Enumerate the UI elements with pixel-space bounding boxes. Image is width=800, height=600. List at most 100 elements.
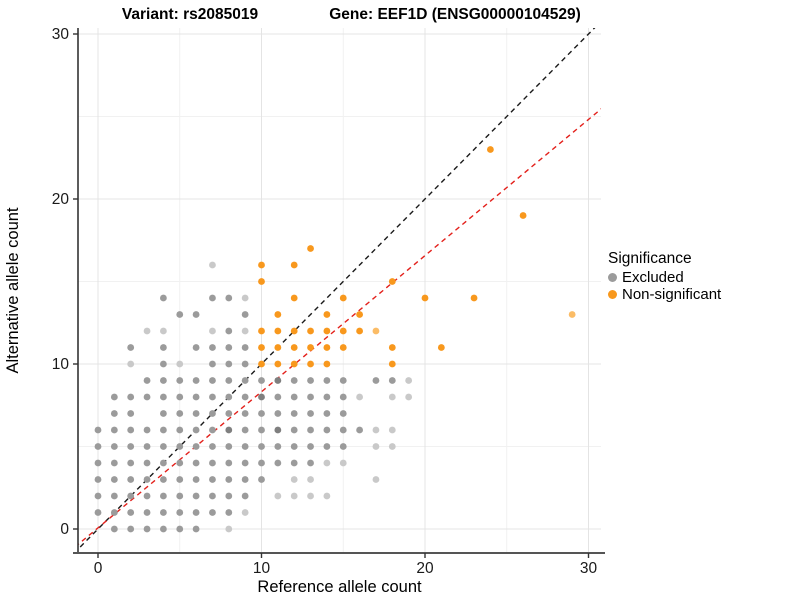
data-point bbox=[225, 360, 233, 368]
data-point bbox=[176, 426, 184, 434]
data-point bbox=[176, 377, 184, 384]
data-point bbox=[258, 278, 265, 285]
data-point bbox=[209, 360, 216, 368]
data-point bbox=[209, 393, 216, 401]
data-point bbox=[339, 393, 347, 401]
data-point bbox=[290, 377, 298, 384]
fit-line bbox=[78, 108, 601, 546]
data-point bbox=[225, 344, 233, 351]
data-point bbox=[176, 492, 184, 500]
data-point bbox=[290, 426, 298, 434]
data-point bbox=[110, 393, 118, 401]
data-point bbox=[437, 344, 445, 351]
data-point bbox=[160, 393, 167, 401]
data-point bbox=[209, 476, 216, 483]
legend-item-non-significant: Non-significant bbox=[608, 286, 721, 303]
data-point bbox=[160, 459, 167, 467]
data-point bbox=[258, 360, 265, 368]
data-point bbox=[307, 360, 314, 368]
data-point bbox=[258, 476, 265, 483]
data-point bbox=[487, 146, 494, 153]
data-point bbox=[323, 393, 331, 401]
data-point bbox=[339, 344, 347, 351]
data-point bbox=[209, 443, 216, 450]
data-point bbox=[388, 426, 396, 434]
variant-title: Variant: rs2085019 bbox=[121, 6, 259, 23]
data-point bbox=[192, 426, 200, 434]
data-point bbox=[209, 509, 216, 516]
non-significant-dot-icon bbox=[608, 290, 617, 299]
data-point bbox=[209, 492, 216, 500]
data-point bbox=[290, 327, 298, 335]
data-point bbox=[110, 492, 118, 500]
excluded-dot-icon bbox=[608, 273, 617, 282]
data-point bbox=[241, 294, 249, 302]
data-point bbox=[143, 525, 151, 533]
identity-line bbox=[78, 28, 596, 551]
data-point bbox=[176, 509, 184, 516]
data-point bbox=[209, 459, 216, 467]
data-point bbox=[339, 443, 347, 450]
data-point bbox=[274, 459, 282, 467]
data-point bbox=[143, 426, 151, 434]
data-point bbox=[192, 525, 200, 533]
data-point bbox=[323, 443, 331, 450]
data-point bbox=[388, 360, 396, 368]
data-point bbox=[241, 311, 249, 318]
data-point bbox=[258, 344, 265, 351]
data-point bbox=[258, 459, 265, 467]
data-point bbox=[143, 476, 151, 483]
data-point bbox=[176, 311, 184, 318]
data-point bbox=[160, 360, 167, 368]
data-point bbox=[274, 377, 282, 384]
data-point bbox=[290, 261, 298, 269]
data-point bbox=[307, 426, 314, 434]
data-point bbox=[241, 443, 249, 450]
data-point bbox=[290, 393, 298, 401]
data-point bbox=[372, 443, 380, 450]
data-point bbox=[258, 443, 265, 450]
data-point bbox=[209, 327, 216, 335]
data-point bbox=[323, 344, 331, 351]
data-point bbox=[388, 344, 396, 351]
data-point bbox=[356, 327, 363, 335]
data-point bbox=[225, 525, 233, 533]
data-point bbox=[241, 459, 249, 467]
data-point bbox=[110, 509, 118, 516]
data-point bbox=[110, 410, 118, 417]
data-point bbox=[388, 443, 396, 450]
data-point bbox=[241, 410, 249, 417]
data-point bbox=[160, 344, 167, 351]
data-point bbox=[225, 509, 233, 516]
data-point bbox=[241, 327, 249, 335]
data-point bbox=[192, 377, 200, 384]
data-point bbox=[290, 360, 298, 368]
x-tick-label: 30 bbox=[580, 560, 598, 577]
data-point bbox=[274, 443, 282, 450]
data-point bbox=[323, 459, 331, 467]
data-point bbox=[143, 393, 151, 401]
data-point bbox=[290, 344, 298, 351]
data-point bbox=[143, 509, 151, 516]
data-point bbox=[388, 278, 396, 285]
data-point bbox=[274, 360, 282, 368]
data-point bbox=[388, 377, 396, 384]
data-point bbox=[241, 393, 249, 401]
y-tick-label: 10 bbox=[52, 356, 70, 373]
y-tick-label: 0 bbox=[60, 521, 69, 538]
data-point bbox=[225, 459, 233, 467]
data-point bbox=[274, 393, 282, 401]
data-point bbox=[209, 410, 216, 417]
data-point bbox=[372, 426, 380, 434]
data-point bbox=[323, 426, 331, 434]
data-point bbox=[160, 525, 167, 533]
data-point bbox=[241, 476, 249, 483]
data-point bbox=[127, 344, 135, 351]
y-tick-label: 30 bbox=[52, 26, 70, 43]
data-point bbox=[209, 426, 216, 434]
data-point bbox=[176, 393, 184, 401]
data-point bbox=[323, 360, 331, 368]
data-point bbox=[290, 294, 298, 302]
data-point bbox=[127, 410, 135, 417]
data-point bbox=[307, 327, 314, 335]
